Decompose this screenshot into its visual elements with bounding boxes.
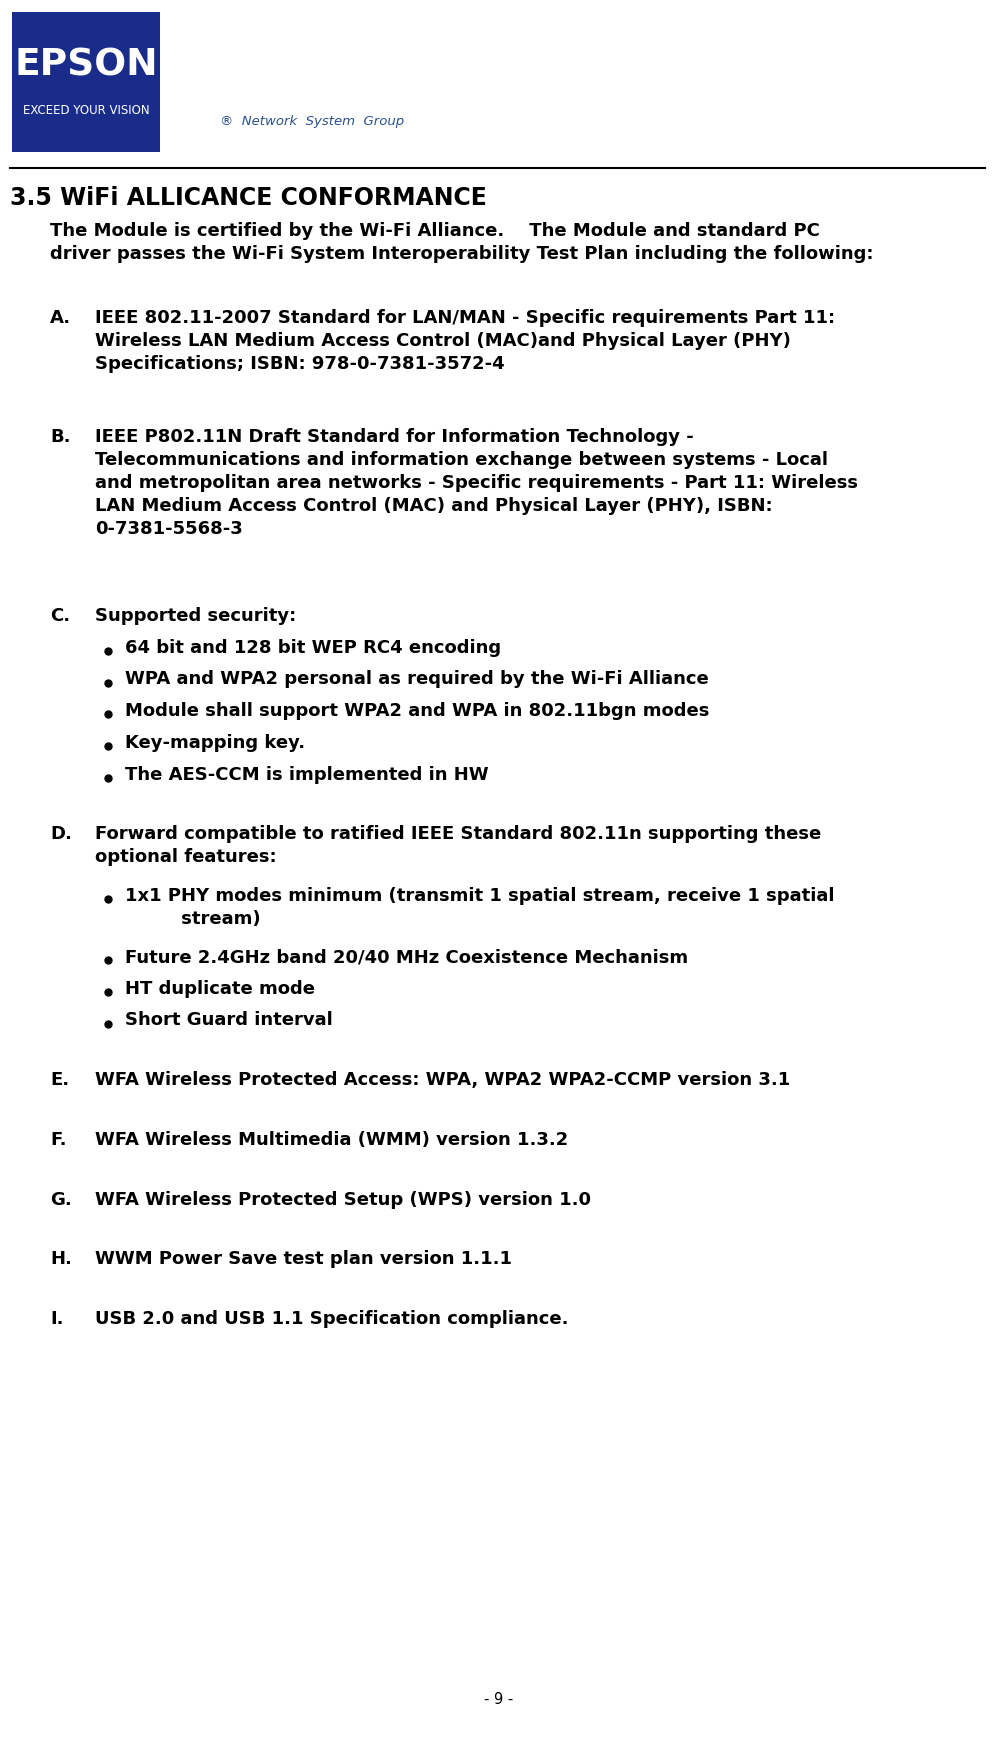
- Text: WFA Wireless Protected Access: WPA, WPA2 WPA2-CCMP version 3.1: WFA Wireless Protected Access: WPA, WPA2…: [95, 1072, 791, 1089]
- Text: ®  Network  System  Group: ® Network System Group: [220, 115, 404, 129]
- Text: IEEE P802.11N Draft Standard for Information Technology -
Telecommunications and: IEEE P802.11N Draft Standard for Informa…: [95, 429, 858, 538]
- Text: I.: I.: [50, 1310, 64, 1327]
- Text: H.: H.: [50, 1251, 72, 1268]
- Text: WFA Wireless Multimedia (WMM) version 1.3.2: WFA Wireless Multimedia (WMM) version 1.…: [95, 1131, 568, 1148]
- Text: The AES-CCM is implemented in HW: The AES-CCM is implemented in HW: [125, 766, 489, 783]
- Text: Short Guard interval: Short Guard interval: [125, 1011, 333, 1030]
- Text: HT duplicate mode: HT duplicate mode: [125, 980, 315, 997]
- Text: EPSON: EPSON: [14, 47, 158, 83]
- Text: Key-mapping key.: Key-mapping key.: [125, 733, 305, 752]
- Text: EXCEED YOUR VISION: EXCEED YOUR VISION: [23, 104, 150, 116]
- Text: 3.5 WiFi ALLICANCE CONFORMANCE: 3.5 WiFi ALLICANCE CONFORMANCE: [10, 186, 487, 210]
- Text: 1x1 PHY modes minimum (transmit 1 spatial stream, receive 1 spatial
         str: 1x1 PHY modes minimum (transmit 1 spatia…: [125, 886, 834, 928]
- Text: 64 bit and 128 bit WEP RC4 encoding: 64 bit and 128 bit WEP RC4 encoding: [125, 639, 501, 657]
- Text: USB 2.0 and USB 1.1 Specification compliance.: USB 2.0 and USB 1.1 Specification compli…: [95, 1310, 568, 1327]
- Text: C.: C.: [50, 606, 70, 625]
- Text: WFA Wireless Protected Setup (WPS) version 1.0: WFA Wireless Protected Setup (WPS) versi…: [95, 1190, 591, 1209]
- Text: Supported security:: Supported security:: [95, 606, 296, 625]
- Text: WWM Power Save test plan version 1.1.1: WWM Power Save test plan version 1.1.1: [95, 1251, 512, 1268]
- Text: E.: E.: [50, 1072, 69, 1089]
- Text: WPA and WPA2 personal as required by the Wi-Fi Alliance: WPA and WPA2 personal as required by the…: [125, 670, 709, 688]
- Text: D.: D.: [50, 825, 72, 842]
- Text: Forward compatible to ratified IEEE Standard 802.11n supporting these
optional f: Forward compatible to ratified IEEE Stan…: [95, 825, 822, 867]
- Text: G.: G.: [50, 1190, 72, 1209]
- Text: Future 2.4GHz band 20/40 MHz Coexistence Mechanism: Future 2.4GHz band 20/40 MHz Coexistence…: [125, 948, 688, 966]
- Text: F.: F.: [50, 1131, 67, 1148]
- Text: Module shall support WPA2 and WPA in 802.11bgn modes: Module shall support WPA2 and WPA in 802…: [125, 702, 710, 721]
- Text: A.: A.: [50, 309, 71, 327]
- Text: B.: B.: [50, 429, 71, 446]
- Text: The Module is certified by the Wi-Fi Alliance.    The Module and standard PC
dri: The Module is certified by the Wi-Fi All…: [50, 222, 873, 262]
- Text: IEEE 802.11-2007 Standard for LAN/MAN - Specific requirements Part 11:
Wireless : IEEE 802.11-2007 Standard for LAN/MAN - …: [95, 309, 835, 373]
- Bar: [12, 12, 160, 153]
- Text: - 9 -: - 9 -: [484, 1692, 513, 1706]
